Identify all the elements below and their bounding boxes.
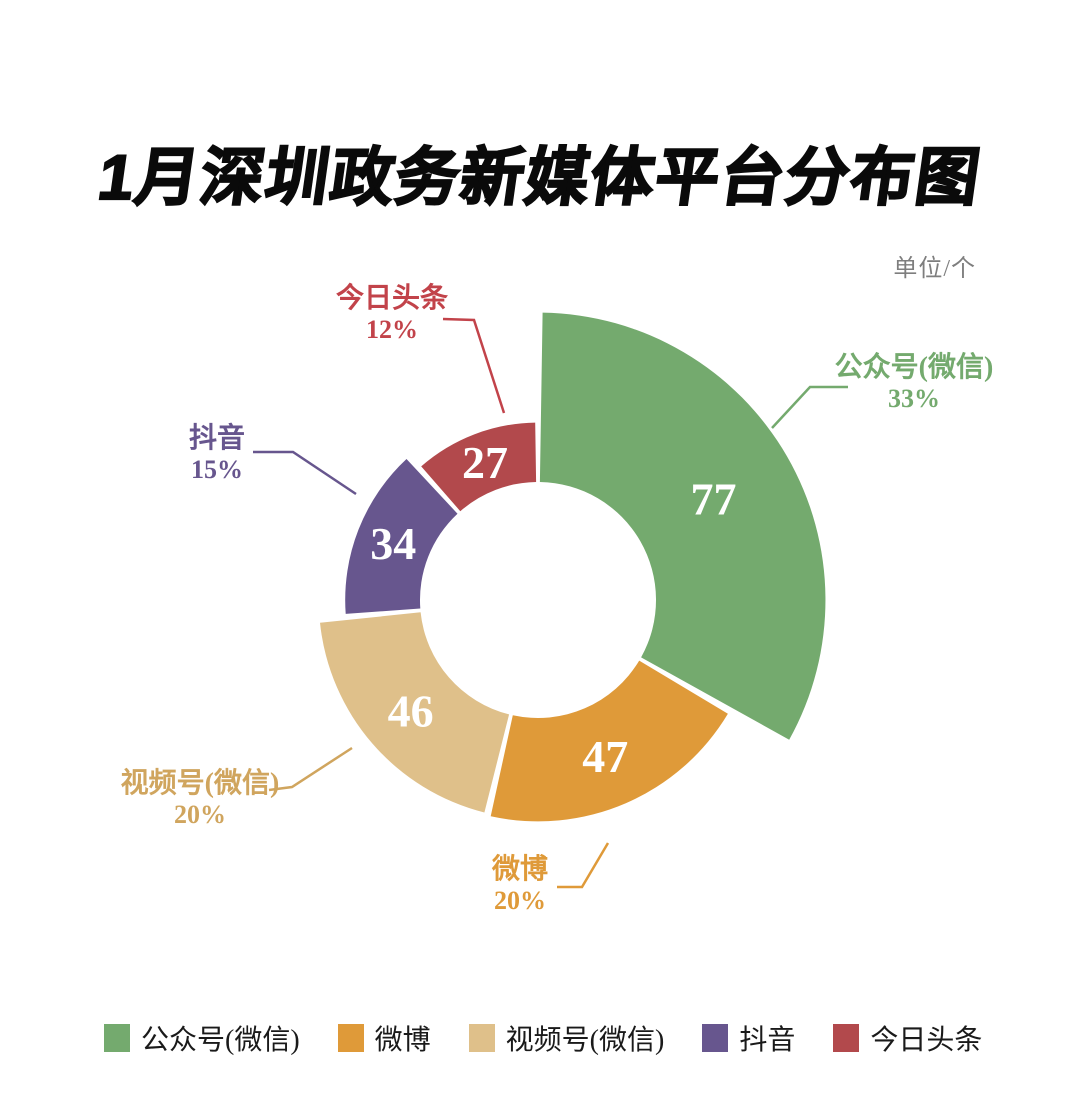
legend-item-2: 视频号(微信) bbox=[468, 1018, 665, 1058]
legend-label-4: 今日头条 bbox=[870, 1025, 983, 1056]
callout-label: 公众号(微信) bbox=[834, 352, 994, 383]
legend-swatch-3 bbox=[702, 1024, 729, 1052]
leader-line-slice-0 bbox=[771, 385, 848, 429]
callout-slice-4: 今日头条 12% bbox=[282, 283, 502, 345]
callout-percent: 15% bbox=[191, 455, 243, 484]
slice-value-2: 46 bbox=[388, 685, 434, 736]
legend-label-0: 公众号(微信) bbox=[141, 1025, 300, 1056]
leader-line-slice-4 bbox=[442, 317, 506, 414]
leader-line-slice-2 bbox=[268, 746, 353, 792]
callout-percent: 20% bbox=[494, 886, 546, 915]
legend-swatch-2 bbox=[468, 1024, 495, 1052]
callout-slice-1: 微博 20% bbox=[410, 854, 630, 916]
legend-swatch-4 bbox=[833, 1024, 860, 1052]
callout-slice-3: 抖音 15% bbox=[107, 423, 327, 485]
callout-percent: 33% bbox=[888, 384, 940, 413]
callout-leader-lines bbox=[253, 317, 848, 889]
callout-label: 视频号(微信) bbox=[120, 768, 280, 799]
legend-item-1: 微博 bbox=[337, 1018, 431, 1058]
slice-value-labels: 77 47 46 34 27 bbox=[370, 437, 736, 782]
unit-label: 单位/个 bbox=[893, 256, 976, 282]
donut-slice-0 bbox=[539, 312, 826, 740]
callout-slice-2: 视频号(微信) 20% bbox=[90, 768, 310, 830]
callout-label: 微博 bbox=[491, 854, 548, 885]
legend: 公众号(微信) 微博 视频号(微信) 抖音 今日头条 bbox=[104, 1018, 1020, 1058]
slice-value-3: 34 bbox=[370, 518, 416, 569]
callout-label: 今日头条 bbox=[335, 283, 448, 314]
legend-item-0: 公众号(微信) bbox=[104, 1018, 300, 1058]
slice-value-1: 47 bbox=[582, 731, 628, 782]
slice-value-4: 27 bbox=[462, 437, 508, 488]
legend-swatch-0 bbox=[104, 1024, 130, 1052]
donut-slice-3 bbox=[345, 459, 458, 614]
legend-item-3: 抖音 bbox=[702, 1018, 795, 1058]
callout-percent: 12% bbox=[366, 315, 418, 344]
donut-slice-1 bbox=[490, 660, 728, 822]
callout-label: 抖音 bbox=[188, 423, 245, 454]
slice-value-0: 77 bbox=[691, 474, 737, 525]
leader-line-slice-1 bbox=[557, 842, 610, 889]
legend-label-1: 微博 bbox=[374, 1025, 431, 1056]
callout-percent: 20% bbox=[174, 800, 226, 829]
legend-item-4: 今日头条 bbox=[833, 1018, 982, 1058]
callout-slice-0: 公众号(微信) 33% bbox=[804, 352, 1024, 414]
donut-slice-4 bbox=[421, 422, 537, 512]
legend-label-3: 抖音 bbox=[739, 1025, 796, 1056]
legend-swatch-1 bbox=[337, 1024, 364, 1052]
legend-label-2: 视频号(微信) bbox=[505, 1025, 665, 1056]
donut-slices bbox=[320, 312, 826, 822]
donut-slice-2 bbox=[320, 612, 510, 813]
leader-line-slice-3 bbox=[253, 450, 357, 496]
